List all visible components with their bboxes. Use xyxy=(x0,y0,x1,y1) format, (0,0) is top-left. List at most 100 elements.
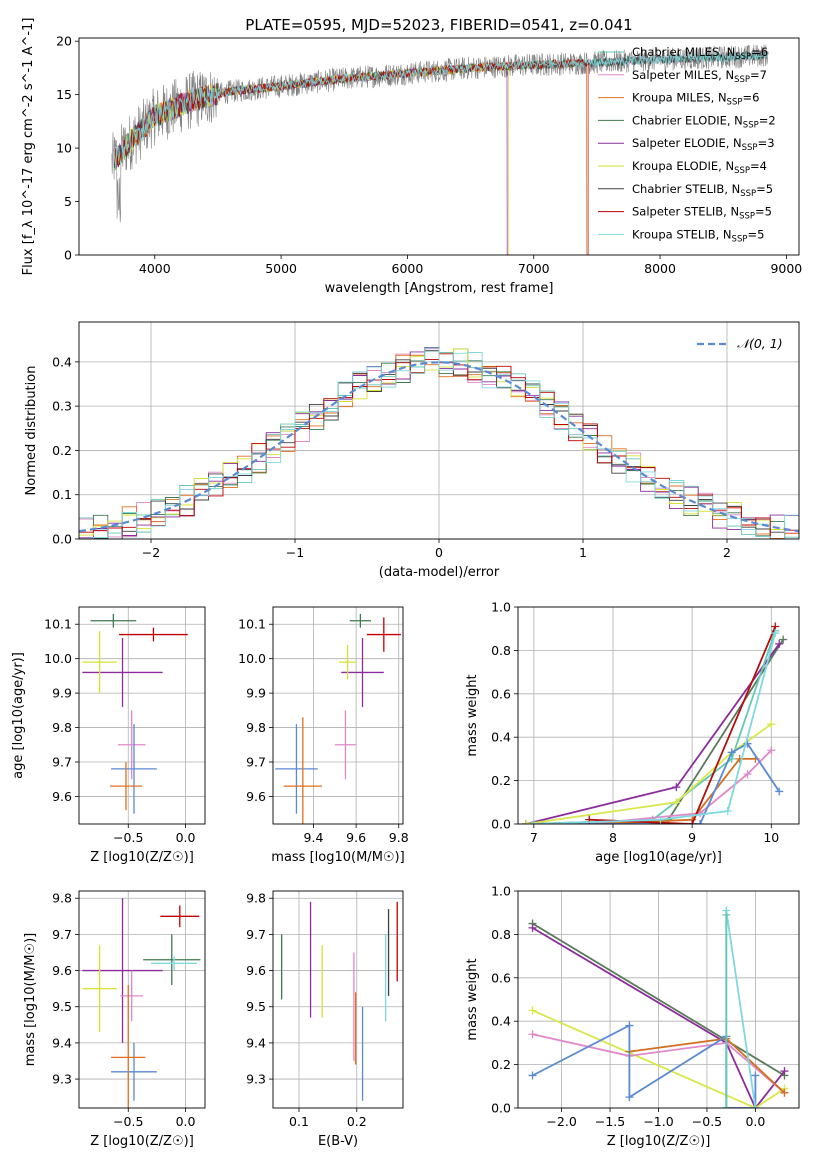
y-axis-label: Normed distribution xyxy=(24,366,39,496)
y-tick-label: 9.3 xyxy=(52,1072,72,1087)
x-tick-label: 9.8 xyxy=(389,830,409,845)
y-axis-label: mass weight xyxy=(465,674,480,756)
x-tick-label: 0.1 xyxy=(289,1114,309,1129)
x-tick-label: 8000 xyxy=(644,261,676,276)
y-tick-label: 9.8 xyxy=(52,720,72,735)
x-axis-label: Z [log10(Z/Z☉)] xyxy=(90,850,194,865)
legend-label: Chabrier MILES, NSSP=6 xyxy=(632,45,768,62)
axes-mass-vs-Z: −0.5 0.0 9.3 9.4 9.5 9.6 9.7 9.8 Z [log10(Z/Z☉)]… xyxy=(23,891,205,1149)
x-tick-label: 5000 xyxy=(265,261,297,276)
y-tick-label: 9.7 xyxy=(52,755,72,770)
y-tick-label: 10.0 xyxy=(44,651,72,666)
x-tick-label: 9000 xyxy=(770,261,802,276)
legend-label: Salpeter STELIB, NSSP=5 xyxy=(632,205,772,222)
y-tick-label: 0.6 xyxy=(491,686,511,701)
errorbar-point xyxy=(111,1042,157,1101)
y-tick-label: 0.6 xyxy=(491,970,511,985)
weight-series-line xyxy=(725,910,757,1108)
axes-frame xyxy=(78,890,206,1109)
chart-panels: 4000 5000 6000 7000 8000 900005101520waveleng… xyxy=(11,18,802,1149)
x-tick-label: −1 xyxy=(286,545,304,560)
x-tick-label: −0.5 xyxy=(113,830,143,845)
spectrum-lines xyxy=(111,44,769,255)
weight-lines xyxy=(521,622,788,824)
legend-label: Salpeter MILES, NSSP=7 xyxy=(632,68,767,85)
y-tick-label: 9.6 xyxy=(52,963,72,978)
legend-subscript: SSP xyxy=(742,143,758,153)
model-spectrum-line xyxy=(114,58,589,255)
model-spectrum-line xyxy=(114,50,768,170)
histogram-bars xyxy=(79,346,799,539)
y-tick-label: 0.8 xyxy=(491,643,511,658)
x-tick-label: −1.0 xyxy=(643,1114,673,1129)
x-tick-label: 1 xyxy=(579,545,587,560)
y-tick-label: 0.0 xyxy=(52,532,72,547)
errorbar-point xyxy=(283,717,323,824)
x-axis-label: age [log10(age/yr)] xyxy=(595,850,722,865)
y-tick-label: 10.1 xyxy=(44,617,72,632)
weight-point-marker xyxy=(767,720,776,729)
x-tick-label: 6000 xyxy=(392,261,424,276)
histogram-step xyxy=(79,354,799,539)
weight-point-marker xyxy=(529,820,538,824)
y-tick-label: 0.4 xyxy=(491,730,511,745)
y-tick-label: 5 xyxy=(64,194,72,209)
y-tick-label: 0.3 xyxy=(52,399,72,414)
legend-label-rest: =5 xyxy=(756,182,773,196)
y-tick-label: 9.7 xyxy=(246,927,266,942)
x-tick-label: 0 xyxy=(435,545,443,560)
x-tick-label: 10 xyxy=(763,830,779,845)
errorbar-point xyxy=(160,905,200,928)
axes-frame xyxy=(78,606,206,825)
y-tick-label: 9.9 xyxy=(246,686,266,701)
x-tick-label: 2 xyxy=(723,545,731,560)
weight-point-marker xyxy=(780,1088,789,1097)
x-tick-label: −0.5 xyxy=(113,1114,143,1129)
y-tick-label: 0.2 xyxy=(491,1057,511,1072)
x-axis-label: Z [log10(Z/Z☉)] xyxy=(607,1134,711,1149)
legend-subscript: SSP xyxy=(734,166,750,176)
axes-frame xyxy=(517,606,800,825)
x-tick-label: 4000 xyxy=(139,261,171,276)
y-tick-label: 9.4 xyxy=(52,1035,72,1050)
axes-frame xyxy=(78,37,800,256)
errorbar-point xyxy=(143,934,201,986)
weight-lines xyxy=(528,906,789,1108)
x-axis-label: mass [log10(M/M☉)] xyxy=(271,850,404,865)
y-axis-label: Flux [f_λ 10^-17 erg cm^-2 s^-1 A^-1] xyxy=(21,18,36,276)
legend-label-rest: =2 xyxy=(759,113,776,127)
weight-point-marker xyxy=(743,770,752,779)
weight-point-marker xyxy=(722,1104,731,1108)
weight-series-line xyxy=(597,758,756,824)
axes-weight-vs-Z: −2.0 −1.5 −1.0 −0.5 0.0 0.0 0.2 0.4 0.6 0.8 1.0 Z [… xyxy=(465,884,799,1149)
y-tick-label: 0.2 xyxy=(491,773,511,788)
x-tick-label: 8 xyxy=(609,830,617,845)
weight-point-marker xyxy=(528,923,537,932)
x-tick-label: 9.4 xyxy=(304,830,324,845)
weight-point-marker xyxy=(521,820,530,824)
y-tick-label: 9.9 xyxy=(52,686,72,701)
legend-label: Chabrier ELODIE, NSSP=2 xyxy=(632,113,776,130)
weight-point-marker xyxy=(625,1021,634,1030)
weight-point-marker xyxy=(779,635,788,644)
legend-label: 𝒩(0, 1) xyxy=(737,336,783,351)
y-tick-label: 9.5 xyxy=(246,999,266,1014)
legend-label-rest: =5 xyxy=(755,205,772,219)
y-tick-label: 10 xyxy=(56,141,72,156)
y-tick-label: 0.1 xyxy=(52,487,72,502)
x-axis-label: Z [log10(Z/Z☉)] xyxy=(90,1134,194,1149)
y-tick-label: 10.0 xyxy=(238,651,266,666)
y-axis-label: mass weight xyxy=(465,958,480,1040)
y-tick-label: 20 xyxy=(56,34,72,49)
spectrum-legend: Chabrier MILES, NSSP=6 Salpeter MILES, NS… xyxy=(598,45,776,244)
weight-series-line xyxy=(525,643,780,824)
errorbar-point xyxy=(349,613,372,628)
errorbar-point xyxy=(120,970,144,1022)
errorbar-point xyxy=(82,898,163,1043)
y-tick-label: 9.6 xyxy=(246,963,266,978)
x-tick-label: 0.0 xyxy=(176,830,196,845)
errorbar-point xyxy=(90,613,137,628)
weight-point-marker xyxy=(656,815,665,824)
legend-label-rest: =7 xyxy=(750,68,767,82)
weight-series-line xyxy=(589,626,777,824)
